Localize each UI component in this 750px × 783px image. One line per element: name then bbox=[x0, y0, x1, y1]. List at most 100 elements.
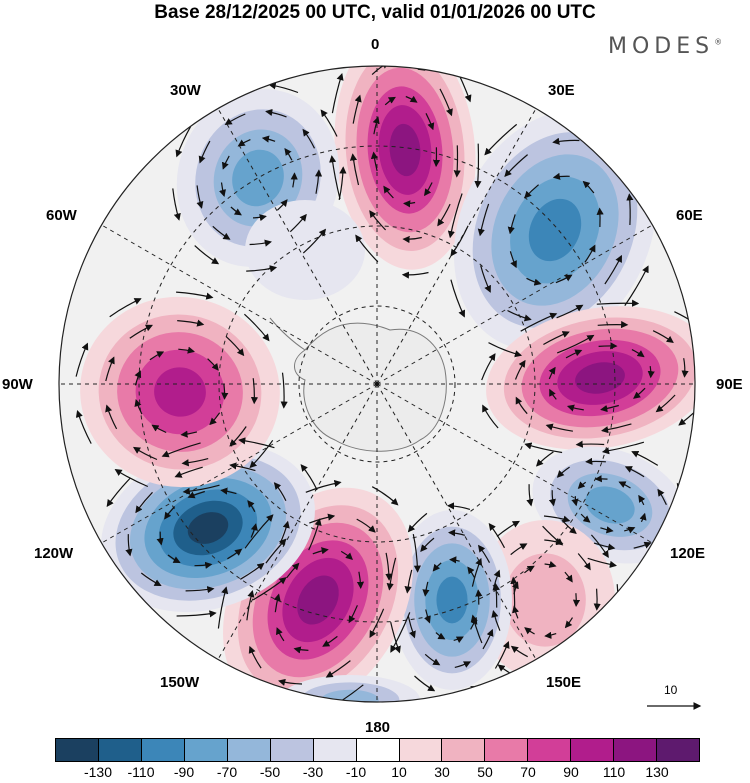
wind-vector bbox=[424, 609, 431, 624]
legend-swatch bbox=[399, 738, 443, 762]
wind-vector bbox=[407, 512, 428, 533]
wind-vector bbox=[582, 180, 595, 194]
wind-vector bbox=[390, 621, 401, 654]
wind-vector bbox=[471, 557, 483, 587]
wind-vector bbox=[717, 350, 719, 376]
wind-vector bbox=[432, 562, 442, 572]
legend-tick-label: -70 bbox=[216, 764, 238, 780]
wind-vector bbox=[437, 203, 451, 227]
lon-label-30w: 30W bbox=[170, 82, 201, 99]
wind-vector bbox=[439, 88, 453, 117]
wind-vector bbox=[424, 653, 441, 666]
wind-vector bbox=[230, 206, 242, 216]
legend-tick-label: 110 bbox=[602, 764, 626, 780]
wind-vector bbox=[524, 627, 535, 635]
wind-vector bbox=[177, 319, 205, 327]
lon-label-30e: 30E bbox=[548, 82, 575, 99]
wind-vector bbox=[564, 571, 573, 583]
legend-tick-label: 70 bbox=[520, 764, 536, 780]
wind-vector bbox=[643, 556, 668, 566]
anomaly-contour bbox=[585, 486, 635, 524]
wind-vector bbox=[556, 466, 570, 478]
wind-vector bbox=[105, 404, 118, 430]
meridian-line bbox=[376, 108, 537, 385]
wind-vector bbox=[238, 437, 275, 449]
wind-vector bbox=[176, 291, 214, 300]
wind-vector bbox=[652, 330, 674, 344]
legend-swatch bbox=[571, 738, 615, 762]
wind-vector bbox=[369, 210, 387, 231]
wind-vector bbox=[453, 145, 461, 178]
wind-vector bbox=[227, 548, 243, 560]
wind-vector bbox=[75, 342, 89, 377]
wind-vector bbox=[470, 616, 478, 630]
wind-vector bbox=[601, 441, 645, 455]
wind-vector bbox=[265, 538, 287, 564]
wind-vector bbox=[229, 462, 256, 472]
wind-vector bbox=[575, 440, 605, 448]
wind-vector bbox=[577, 553, 591, 571]
wind-vector bbox=[140, 572, 162, 586]
wind-vector bbox=[132, 446, 158, 461]
wind-vector bbox=[221, 383, 229, 400]
wind-vector bbox=[198, 140, 211, 164]
wind-vector bbox=[273, 482, 287, 502]
wind-vector bbox=[494, 640, 510, 669]
lon-label-150w: 150W bbox=[160, 674, 200, 691]
wind-vector bbox=[402, 235, 422, 244]
wind-vector bbox=[224, 113, 246, 126]
wind-vector bbox=[449, 556, 460, 564]
wind-vector bbox=[244, 514, 274, 549]
wind-vector bbox=[524, 442, 563, 454]
wind-vector bbox=[510, 576, 518, 611]
wind-vector bbox=[172, 188, 181, 221]
legend-swatch bbox=[184, 738, 228, 762]
wind-vector bbox=[370, 151, 378, 172]
wind-vector bbox=[369, 608, 385, 639]
legend-tick-label: 130 bbox=[645, 764, 669, 780]
wind-vector bbox=[246, 265, 278, 273]
legend-tick-label: -110 bbox=[127, 764, 155, 780]
wind-vector bbox=[412, 533, 422, 573]
wind-vector bbox=[544, 560, 557, 568]
anomaly-contour bbox=[389, 123, 421, 177]
wind-vector bbox=[477, 544, 491, 563]
meridian-line bbox=[217, 383, 378, 660]
wind-vector bbox=[655, 179, 664, 224]
legend-swatch bbox=[313, 738, 357, 762]
legend-swatch bbox=[227, 738, 271, 762]
lon-label-120e: 120E bbox=[670, 545, 706, 562]
anomaly-contour bbox=[575, 362, 625, 394]
meridian-line bbox=[376, 224, 653, 385]
wind-vector bbox=[314, 169, 323, 194]
legend-tick-label: -10 bbox=[345, 764, 367, 780]
wind-vector bbox=[221, 155, 230, 170]
wind-vector bbox=[548, 366, 556, 380]
lon-label-180: 180 bbox=[365, 719, 391, 736]
wind-vector bbox=[284, 148, 293, 161]
anomaly-contour bbox=[436, 576, 468, 624]
wind-vector bbox=[151, 424, 167, 434]
wind-vector bbox=[300, 464, 318, 491]
wind-vector bbox=[544, 655, 564, 663]
wind-vector bbox=[407, 25, 432, 38]
wind-vector bbox=[467, 566, 476, 578]
lon-label-0: 0 bbox=[371, 36, 380, 53]
wind-vector bbox=[639, 512, 647, 523]
wind-vector bbox=[250, 523, 258, 538]
meridian-line bbox=[101, 383, 378, 544]
wind-vector bbox=[544, 631, 557, 639]
wind-vector bbox=[125, 534, 133, 557]
wind-vector bbox=[134, 399, 143, 415]
wind-vector bbox=[474, 143, 482, 189]
wind-vector bbox=[276, 199, 288, 211]
wind-vector bbox=[129, 324, 153, 339]
anomaly-contour bbox=[232, 149, 284, 207]
wind-vector bbox=[325, 660, 351, 678]
wind-vector bbox=[331, 72, 344, 114]
wind-vector bbox=[601, 423, 632, 434]
wind-vector bbox=[390, 612, 411, 653]
wind-vector bbox=[682, 524, 693, 545]
wind-vector bbox=[305, 479, 342, 493]
wind-vector bbox=[520, 312, 558, 332]
